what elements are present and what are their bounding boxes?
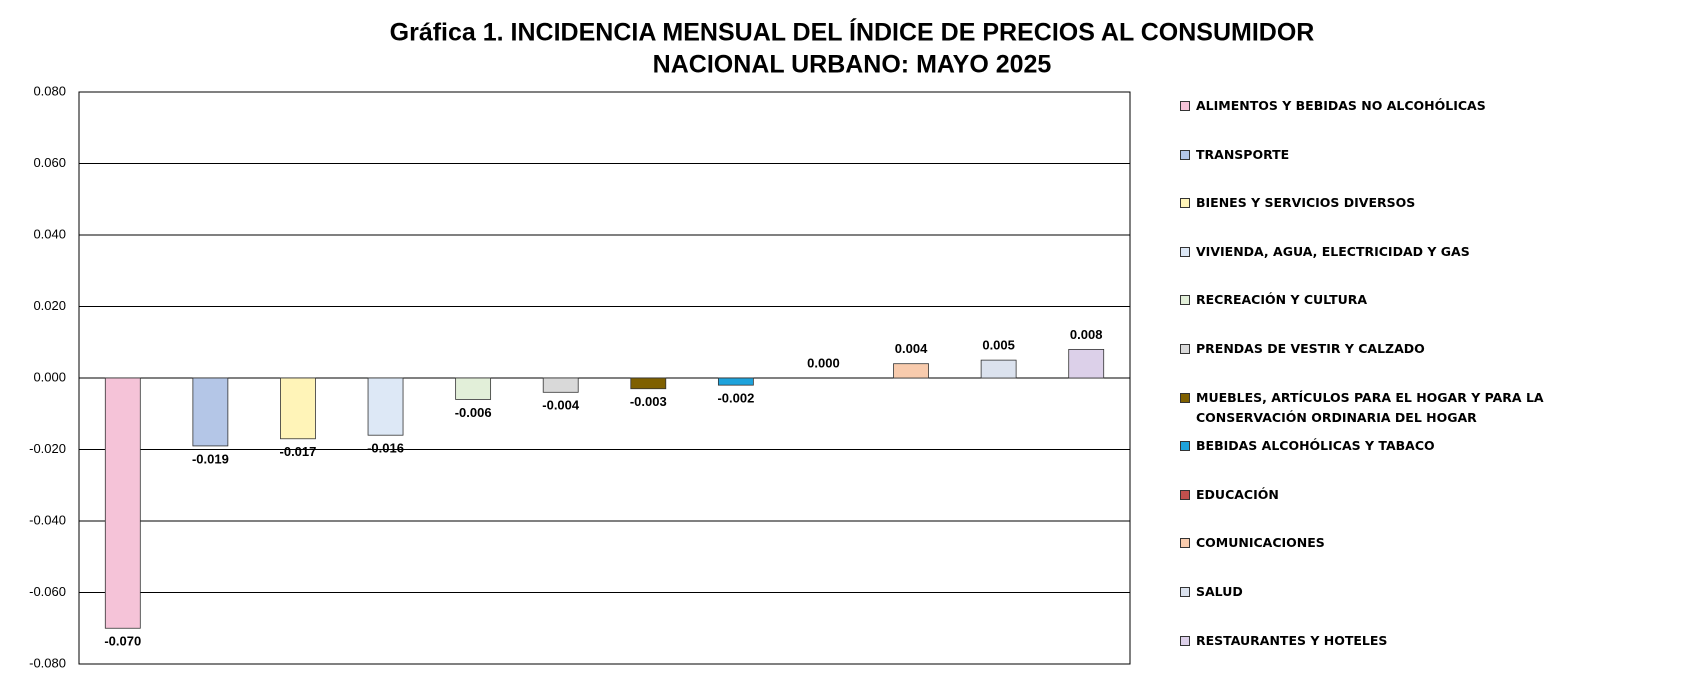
y-tick-label: 0.040 bbox=[33, 226, 66, 241]
value-label: 0.004 bbox=[895, 341, 928, 356]
bar bbox=[980, 359, 1017, 379]
legend-item: RECREACIÓN Y CULTURA bbox=[1180, 290, 1586, 310]
y-tick-label: 0.080 bbox=[33, 83, 66, 98]
legend-label: TRANSPORTE bbox=[1196, 146, 1290, 162]
legend-label: MUEBLES, ARTÍCULOS PARA EL HOGAR Y PARA … bbox=[1196, 389, 1544, 425]
bar bbox=[104, 377, 141, 629]
value-label: -0.019 bbox=[192, 451, 229, 466]
legend-swatch bbox=[1180, 295, 1190, 306]
legend-label: COMUNICACIONES bbox=[1196, 535, 1325, 551]
legend-swatch bbox=[1180, 101, 1190, 111]
bar bbox=[192, 377, 229, 447]
value-label: -0.002 bbox=[717, 391, 754, 406]
legend-swatch bbox=[1180, 441, 1190, 452]
y-tick-label: 0.060 bbox=[33, 155, 66, 170]
legend-item: VIVIENDA, AGUA, ELECTRICIDAD Y GAS bbox=[1180, 242, 1586, 262]
legend-swatch bbox=[1180, 246, 1190, 257]
bar bbox=[717, 377, 754, 386]
legend-swatch bbox=[1180, 489, 1190, 500]
legend-item: BIENES Y SERVICIOS DIVERSOS bbox=[1180, 193, 1586, 213]
legend-item: TRANSPORTE bbox=[1180, 145, 1586, 165]
value-label: 0.008 bbox=[1070, 327, 1103, 342]
bar bbox=[455, 377, 492, 400]
value-label: -0.006 bbox=[455, 405, 492, 420]
bar bbox=[280, 377, 316, 440]
y-tick-label: 0.000 bbox=[33, 369, 66, 384]
bar bbox=[542, 377, 579, 393]
value-label: -0.070 bbox=[104, 634, 141, 649]
value-label: 0.005 bbox=[982, 338, 1015, 353]
bar bbox=[893, 363, 929, 379]
legend-label: RESTAURANTES Y HOTELES bbox=[1196, 632, 1388, 648]
legend-item: MUEBLES, ARTÍCULOS PARA EL HOGAR Y PARA … bbox=[1180, 388, 1586, 428]
legend-swatch bbox=[1180, 344, 1190, 354]
bar bbox=[630, 377, 667, 390]
y-tick-label: 0.020 bbox=[33, 298, 66, 313]
legend-label: EDUCACIÓN bbox=[1196, 486, 1279, 502]
legend-swatch bbox=[1180, 198, 1190, 209]
legend-item: COMUNICACIONES bbox=[1180, 533, 1586, 553]
value-label: -0.017 bbox=[280, 444, 317, 459]
legend-item: PRENDAS DE VESTIR Y CALZADO bbox=[1180, 339, 1586, 359]
chart-title: Gráfica 1. INCIDENCIA MENSUAL DEL ÍNDICE… bbox=[390, 18, 1315, 47]
y-tick-label: -0.020 bbox=[29, 441, 66, 456]
legend-label: SALUD bbox=[1196, 584, 1243, 599]
legend-swatch bbox=[1180, 149, 1190, 160]
y-tick-label: -0.040 bbox=[29, 512, 66, 527]
y-tick-label: -0.080 bbox=[29, 655, 66, 670]
bar bbox=[1068, 348, 1105, 379]
value-label: -0.003 bbox=[630, 394, 667, 409]
legend-swatch bbox=[1180, 392, 1190, 403]
value-label: -0.004 bbox=[542, 398, 580, 413]
legend-item: RESTAURANTES Y HOTELES bbox=[1180, 631, 1586, 651]
legend-label: PRENDAS DE VESTIR Y CALZADO bbox=[1196, 341, 1425, 356]
bar bbox=[367, 377, 404, 436]
legend-item: BEBIDAS ALCOHÓLICAS Y TABACO bbox=[1180, 436, 1586, 456]
legend-label: BIENES Y SERVICIOS DIVERSOS bbox=[1196, 195, 1416, 211]
chart-title: NACIONAL URBANO: MAYO 2025 bbox=[653, 51, 1052, 79]
legend-label: RECREACIÓN Y CULTURA bbox=[1196, 292, 1368, 308]
legend-label: BEBIDAS ALCOHÓLICAS Y TABACO bbox=[1196, 438, 1435, 454]
legend-label: VIVIENDA, AGUA, ELECTRICIDAD Y GAS bbox=[1196, 243, 1470, 259]
value-label: -0.016 bbox=[367, 441, 404, 456]
legend-swatch bbox=[1180, 587, 1190, 597]
legend-swatch bbox=[1180, 635, 1190, 646]
legend-label: ALIMENTOS Y BEBIDAS NO ALCOHÓLICAS bbox=[1196, 98, 1486, 113]
legend-swatch bbox=[1180, 538, 1190, 549]
legend-item: EDUCACIÓN bbox=[1180, 485, 1586, 505]
legend-item: ALIMENTOS Y BEBIDAS NO ALCOHÓLICAS bbox=[1180, 96, 1586, 116]
value-label: 0.000 bbox=[807, 355, 840, 370]
y-tick-label: -0.060 bbox=[29, 584, 66, 599]
legend-item: SALUD bbox=[1180, 582, 1586, 602]
